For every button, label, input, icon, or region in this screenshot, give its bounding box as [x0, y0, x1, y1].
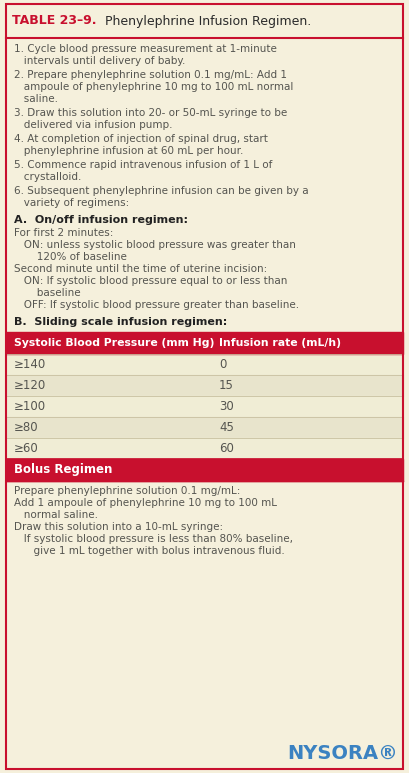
Text: 45: 45: [219, 421, 234, 434]
Text: 3. Draw this solution into 20- or 50-mL syringe to be: 3. Draw this solution into 20- or 50-mL …: [14, 108, 287, 118]
Bar: [6, 396, 403, 417]
Text: ampoule of phenylephrine 10 mg to 100 mL normal: ampoule of phenylephrine 10 mg to 100 mL…: [14, 82, 293, 92]
Bar: [6, 354, 403, 375]
Text: ON: unless systolic blood pressure was greater than: ON: unless systolic blood pressure was g…: [14, 240, 296, 250]
Text: 15: 15: [219, 379, 234, 392]
Text: TABLE 23–9.: TABLE 23–9.: [12, 15, 97, 28]
Text: Prepare phenylephrine solution 0.1 mg/mL:: Prepare phenylephrine solution 0.1 mg/mL…: [14, 486, 240, 496]
Text: 1. Cycle blood pressure measurement at 1-minute: 1. Cycle blood pressure measurement at 1…: [14, 44, 277, 54]
Text: 0: 0: [219, 358, 226, 371]
Text: ≥100: ≥100: [14, 400, 46, 413]
Text: For first 2 minutes:: For first 2 minutes:: [14, 228, 113, 238]
Text: crystalloid.: crystalloid.: [14, 172, 81, 182]
Text: give 1 mL together with bolus intravenous fluid.: give 1 mL together with bolus intravenou…: [14, 546, 285, 556]
Text: delivered via infusion pump.: delivered via infusion pump.: [14, 120, 173, 130]
Text: Infusion rate (mL/h): Infusion rate (mL/h): [219, 338, 341, 348]
Text: 2. Prepare phenylephrine solution 0.1 mg/mL: Add 1: 2. Prepare phenylephrine solution 0.1 mg…: [14, 70, 287, 80]
Bar: [6, 375, 403, 396]
Text: 5. Commence rapid intravenous infusion of 1 L of: 5. Commence rapid intravenous infusion o…: [14, 160, 272, 170]
Text: intervals until delivery of baby.: intervals until delivery of baby.: [14, 56, 185, 66]
Text: 6. Subsequent phenylephrine infusion can be given by a: 6. Subsequent phenylephrine infusion can…: [14, 186, 309, 196]
Text: phenylephrine infusion at 60 mL per hour.: phenylephrine infusion at 60 mL per hour…: [14, 146, 243, 156]
Text: Bolus Regimen: Bolus Regimen: [14, 464, 112, 476]
Text: ≥80: ≥80: [14, 421, 38, 434]
Text: OFF: If systolic blood pressure greater than baseline.: OFF: If systolic blood pressure greater …: [14, 300, 299, 310]
Text: 60: 60: [219, 442, 234, 455]
Text: Draw this solution into a 10-mL syringe:: Draw this solution into a 10-mL syringe:: [14, 522, 223, 532]
Text: Systolic Blood Pressure (mm Hg): Systolic Blood Pressure (mm Hg): [14, 338, 214, 348]
Bar: [6, 438, 403, 459]
Text: 30: 30: [219, 400, 234, 413]
Text: saline.: saline.: [14, 94, 58, 104]
Text: If systolic blood pressure is less than 80% baseline,: If systolic blood pressure is less than …: [14, 534, 293, 544]
Bar: [6, 417, 403, 438]
Text: 120% of baseline: 120% of baseline: [14, 252, 127, 262]
Text: ≥140: ≥140: [14, 358, 46, 371]
Text: ≥60: ≥60: [14, 442, 39, 455]
Text: baseline: baseline: [14, 288, 81, 298]
Bar: [6, 332, 403, 354]
Text: B.  Sliding scale infusion regimen:: B. Sliding scale infusion regimen:: [14, 317, 227, 327]
Text: NYSORA®: NYSORA®: [287, 744, 398, 762]
Text: A.  On/off infusion regimen:: A. On/off infusion regimen:: [14, 215, 188, 225]
Text: variety of regimens:: variety of regimens:: [14, 198, 129, 208]
Text: Add 1 ampoule of phenylephrine 10 mg to 100 mL: Add 1 ampoule of phenylephrine 10 mg to …: [14, 498, 277, 508]
Text: ≥120: ≥120: [14, 379, 46, 392]
Text: Second minute until the time of uterine incision:: Second minute until the time of uterine …: [14, 264, 267, 274]
Text: normal saline.: normal saline.: [14, 510, 98, 520]
Bar: [6, 459, 403, 481]
Text: Phenylephrine Infusion Regimen.: Phenylephrine Infusion Regimen.: [97, 15, 311, 28]
Text: 4. At completion of injection of spinal drug, start: 4. At completion of injection of spinal …: [14, 134, 268, 144]
Text: ON: If systolic blood pressure equal to or less than: ON: If systolic blood pressure equal to …: [14, 276, 288, 286]
